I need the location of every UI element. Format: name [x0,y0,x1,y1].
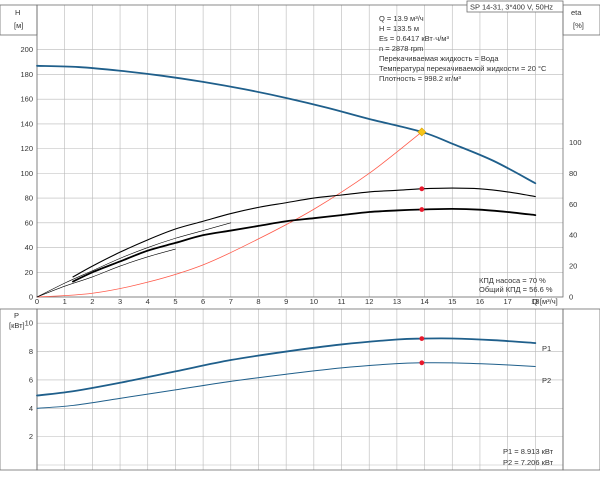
bottom-plot-frame [36,308,564,471]
bottom-chart: P [кВт] 2 4 6 8 10 P1 P2 P1 = 8.913 кВт P2 =… [0,308,600,471]
top-x-tick-label: 10 [310,297,318,306]
top-y-label-box [0,4,38,36]
top-x-tick-label: 0 [35,297,39,306]
top-x-tick-label: 17 [503,297,511,306]
top-x-tick-label: 11 [338,297,346,306]
top-y-tick-labels: 0 20 40 60 80 100 120 140 160 180 200 [20,45,33,301]
point-p2-point [419,360,425,366]
curve-efficiency-pump-thin [36,222,232,298]
top-y2-label-eta: eta [571,8,582,17]
top-y2-tick-labels: 0 20 40 60 80 100 [569,138,582,302]
duty-point-marker [417,127,427,137]
top-y2-tick-label: 0 [569,293,573,302]
top-x-tick-label: 5 [173,297,177,306]
info-line-density: Плотность = 998.2 кг/м³ [379,74,461,83]
top-series [36,64,537,298]
top-y-tick-label: 0 [29,293,33,302]
top-y-tick-label: 20 [25,268,33,277]
top-x-tick-label: 13 [393,297,401,306]
top-y2-tick-label: 60 [569,200,577,209]
duty-info-block: Q = 13.9 м³/ч H = 133.5 м Es = 0.6417 кВ… [379,14,547,83]
bottom-y-tick-labels: 2 4 6 8 10 [25,319,33,441]
info-line-q: Q = 13.9 м³/ч [379,14,424,23]
top-y-tick-label: 100 [20,169,33,178]
bottom-grid [36,309,563,470]
top-y-tick-label: 80 [25,194,33,203]
top-y-tick-label: 200 [20,45,33,54]
curve-p2 [36,362,536,409]
point-eta-pump-point [419,186,425,192]
top-grid [36,5,563,298]
top-y2-label-box [562,4,600,36]
top-y-tick-label: 40 [25,243,33,252]
top-x-tick-label: 18 [531,297,539,306]
top-x-tick-label: 6 [201,297,205,306]
x-axis-label: Q [м³/ч] [532,297,558,306]
power-p2-text: P2 = 7.206 кВт [503,458,554,467]
total-efficiency-text: Общий КПД = 56.6 % [479,285,553,294]
point-eta-total-point [419,207,425,212]
bottom-y-axis-panel [0,308,38,471]
top-x-tick-label: 2 [90,297,94,306]
top-x-tick-label: 1 [63,297,67,306]
bottom-y-tick-label: 2 [29,432,33,441]
point-p1-point [419,336,425,341]
series-label-p2: P2 [542,376,551,385]
top-y-tick-label: 140 [20,119,33,128]
top-x-tick-labels: 0 1 2 3 4 5 6 7 8 9 10 11 12 13 14 15 16 17 18 [35,297,540,306]
top-y-tick-label: 60 [25,218,33,227]
top-y2-tick-label: 20 [569,262,577,271]
top-chart: H [м] eta [%] SP 14-31, 3*400 V, 50Hz 0 2… [0,0,600,306]
info-line-es: Es = 0.6417 кВт·ч/м³ [379,34,449,43]
top-points [417,127,427,212]
efficiency-info-block: КПД насоса = 70 % Общий КПД = 56.6 % [479,276,553,294]
top-x-tick-label: 8 [256,297,260,306]
pump-label-box [466,0,564,13]
top-y2-tick-label: 100 [569,138,582,147]
top-x-tick-label: 3 [118,297,122,306]
curve-p1 [36,337,537,397]
top-y-label-h: H [15,8,20,17]
bottom-right-panel [562,308,600,471]
top-x-tick-label: 15 [448,297,456,306]
top-x-tick-label: 7 [229,297,233,306]
top-x-tick-label: 12 [365,297,373,306]
curve-efficiency-total [72,208,537,283]
top-y2-tick-label: 40 [569,231,577,240]
bottom-y-label-unit: [кВт] [9,321,25,330]
info-line-temperature: Температура перекачиваемой жидкости = 20… [379,64,547,73]
top-x-tick-label: 14 [420,297,428,306]
info-line-h: H = 133.5 м [379,24,419,33]
series-label-p1: P1 [542,344,551,353]
pump-efficiency-text: КПД насоса = 70 % [479,276,546,285]
top-x-tick-label: 4 [146,297,150,306]
pump-label: SP 14-31, 3*400 V, 50Hz [470,3,553,12]
bottom-y-tick-label: 8 [29,347,33,356]
bottom-series [36,337,537,409]
power-p1-text: P1 = 8.913 кВт [503,447,554,456]
curve-system [36,131,423,298]
top-y-tick-label: 120 [20,144,33,153]
top-plot-frame [36,4,564,298]
top-y2-tick-label: 80 [569,169,577,178]
top-y2-label-unit: [%] [573,21,584,30]
bottom-points [419,336,425,366]
bottom-y-label-p: P [14,311,19,320]
curve-efficiency-total-thin [36,248,176,298]
info-line-rpm: n = 2878 rpm [379,44,423,53]
top-y-label-unit: [м] [14,21,23,30]
curve-head [36,64,537,185]
bottom-y-tick-label: 10 [25,319,33,328]
curve-efficiency-pump [72,187,536,278]
top-y-tick-label: 160 [20,95,33,104]
info-line-liquid: Перекачиваемая жидкость = Вода [379,54,499,63]
top-y-tick-label: 180 [20,70,33,79]
top-x-tick-label: 9 [284,297,288,306]
bottom-y-tick-label: 6 [29,375,33,384]
bottom-y-tick-label: 4 [29,404,33,413]
top-x-tick-label: 16 [476,297,484,306]
